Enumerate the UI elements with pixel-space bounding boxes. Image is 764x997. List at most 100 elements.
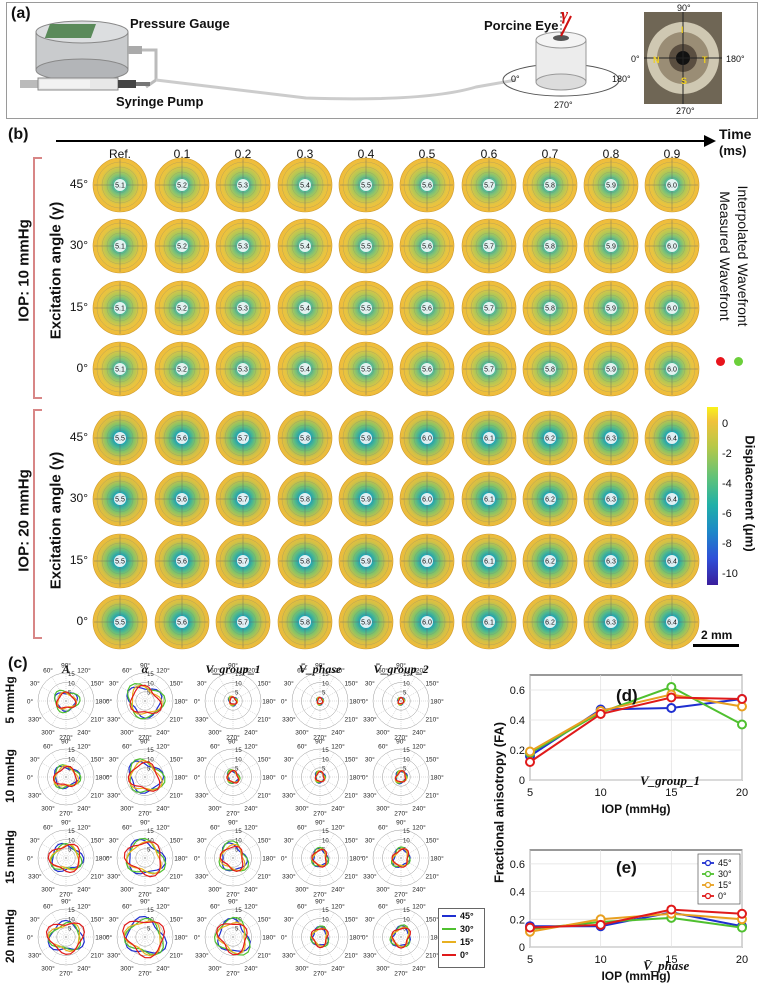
polar-radial-label: 10 [68, 757, 75, 763]
polar-series-loop [394, 770, 407, 783]
polar-radial-label: 10 [235, 681, 242, 687]
y-tick-label: 0.2 [510, 745, 525, 757]
wavefront-disc: 5.9 [583, 157, 639, 213]
polar-series-loop [391, 848, 410, 868]
wavefront-center-label: 5.6 [422, 367, 432, 374]
polar-spoke [232, 922, 258, 938]
eye-photo [644, 12, 722, 104]
wavefront-center-label: 5.6 [422, 244, 432, 251]
x-tick-label: 10 [595, 954, 607, 966]
wavefront-disc: 6.3 [583, 410, 639, 466]
time-tick: 0.1 [173, 147, 191, 161]
wavefront-center-label: 6.0 [422, 436, 432, 443]
group-brackets [33, 157, 42, 639]
polar-angle-label: 150° [425, 916, 439, 924]
polar-ring [204, 908, 262, 966]
polar-angle-label: 330° [363, 792, 377, 800]
wavefront-disc: 6.2 [522, 471, 578, 527]
polar-legend-swatch [442, 953, 456, 956]
polar-angle-label: 120° [77, 666, 91, 674]
wavefront-disc: 5.2 [154, 157, 210, 213]
polar-radial-label: 5 [235, 767, 239, 773]
polar-spoke [41, 762, 67, 778]
wavefront-center [299, 179, 311, 191]
wavefront-center [666, 302, 678, 314]
polar-angle-label: 90° [396, 898, 406, 906]
data-point [737, 922, 747, 933]
wavefront-disc: 5.6 [399, 157, 455, 213]
polar-plot: 90° 120° 150° 180° 210° 240° 270° 300° 330° 0° 30°… [106, 662, 188, 742]
chart-legend-label: 15° [718, 880, 732, 890]
polar-ring [310, 767, 330, 787]
polar-angle-label: 30° [30, 837, 40, 845]
photo-letter-t: T [702, 55, 708, 65]
wavefront-center [114, 302, 126, 314]
wavefront-center [237, 555, 249, 567]
polar-angle-label: 90° [228, 819, 238, 827]
polar-row-label: 20 mmHg [3, 908, 17, 964]
wavefront-disc: 6.1 [461, 410, 517, 466]
wavefront-center-label: 6.0 [667, 183, 677, 190]
wavefront-disc: 5.3 [215, 280, 271, 336]
polar-spoke [65, 762, 91, 778]
wavefront-center-label: 5.5 [361, 306, 371, 313]
polar-angle-label: 270° [226, 970, 240, 978]
polar-angle-label: 300° [295, 729, 309, 737]
polar-series-loop [391, 927, 412, 949]
polar-angle-label: 150° [425, 837, 439, 845]
polar-radial-label: 5 [322, 691, 326, 697]
polar-angle-label: 210° [425, 716, 439, 724]
polar-ring [37, 672, 95, 730]
wavefront-center [176, 493, 188, 505]
polar-ring [116, 748, 174, 806]
polar-angle-label: 150° [344, 680, 358, 688]
polar-ring [223, 927, 243, 947]
polar-series-loop [126, 686, 163, 719]
polar-angle-label: 270° [394, 810, 408, 818]
polar-legend-text: 45° [460, 910, 474, 921]
wavefront-disc: 5.7 [215, 533, 271, 589]
polar-angle-label: 90° [228, 898, 238, 906]
wavefront-center [176, 616, 188, 628]
polar-radial-label: 15 [68, 829, 75, 835]
wavefront-center [237, 240, 249, 252]
polar-radial-label: 15 [147, 672, 154, 678]
wavefront-center [421, 363, 433, 375]
polar-angle-label: 240° [77, 729, 91, 737]
wavefront-center-label: 5.5 [115, 620, 125, 627]
wavefront-center [360, 432, 372, 444]
polar-spoke [120, 857, 146, 873]
polar-spoke [41, 700, 67, 716]
wavefront-center-label: 5.6 [177, 620, 187, 627]
wavefront-center-label: 5.2 [177, 183, 187, 190]
y-tick-label: 0 [519, 942, 525, 954]
polar-angle-label: 0° [362, 698, 369, 706]
polar-spoke [319, 686, 345, 702]
polar-series-loop [47, 919, 85, 951]
wavefront-center [360, 302, 372, 314]
group2-iop-label: IOP: 20 mmHg [15, 469, 33, 572]
chart-e: 0 0.2 0.4 0.6 5 10 15 20 IOP (mmHg) 45°30°15°0° [510, 849, 748, 983]
wavefront-center-label: 5.6 [177, 436, 187, 443]
wavefront-center [360, 616, 372, 628]
polar-spoke [65, 700, 91, 716]
holder-angle-180: 180° [612, 74, 631, 84]
wavefront-center-label: 5.6 [177, 559, 187, 566]
wavefront-center [483, 616, 495, 628]
polar-angle-label: 60° [378, 742, 388, 750]
polar-plot: 90° 120° 150° 180° 210° 240° 270° 300° 330° 0° 30°… [281, 662, 363, 742]
wavefront-disc: 6.3 [583, 471, 639, 527]
polar-angle-label: 150° [257, 680, 271, 688]
polar-angle-label: 270° [138, 734, 152, 742]
wavefront-center-label: 5.4 [300, 244, 310, 251]
time-tick: Ref. [108, 147, 131, 161]
wavefront-disc: 5.4 [277, 157, 333, 213]
polar-angle-label: 180° [430, 698, 444, 706]
polar-angle-label: 120° [412, 902, 426, 910]
wavefront-center-label: 5.1 [115, 306, 125, 313]
polar-angle-label: 240° [412, 729, 426, 737]
polar-radial-label: 15 [403, 672, 410, 678]
polar-angle-label: 330° [282, 792, 296, 800]
polar-angle-label: 0° [27, 855, 34, 863]
polar-legend-row: 0° [439, 948, 484, 961]
